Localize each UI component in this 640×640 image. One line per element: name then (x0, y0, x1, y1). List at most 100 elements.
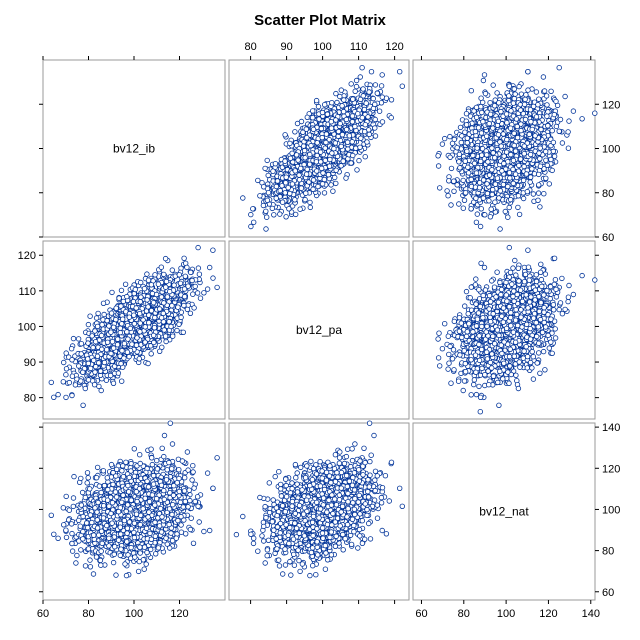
data-point (437, 185, 443, 191)
data-point (298, 185, 305, 191)
data-point (357, 96, 364, 103)
data-point (488, 206, 494, 212)
data-point (302, 196, 308, 203)
data-point (570, 108, 577, 114)
scatter-points (48, 64, 598, 579)
panel-frames (42, 59, 596, 601)
data-point (332, 140, 339, 146)
data-point (556, 64, 562, 71)
data-point (322, 101, 328, 108)
data-point (505, 214, 511, 220)
data-point (303, 190, 309, 196)
data-point (579, 116, 585, 122)
data-point (327, 156, 333, 163)
data-point (379, 72, 385, 78)
data-point (319, 181, 326, 187)
data-point (435, 153, 441, 159)
data-point (502, 208, 508, 215)
panel-bv12_ib-vs-bv12_ib (42, 59, 226, 238)
data-point (348, 160, 354, 166)
data-point (388, 97, 395, 103)
panel-bv12_pa-vs-bv12_pa (228, 240, 410, 420)
data-point (592, 110, 598, 116)
data-point (468, 87, 474, 94)
data-point (451, 178, 457, 184)
data-point (326, 163, 333, 169)
data-point (370, 95, 376, 102)
data-point (300, 129, 306, 135)
data-point (287, 140, 293, 147)
data-point (329, 150, 335, 156)
data-point (344, 139, 351, 145)
data-point (301, 147, 308, 154)
data-point (282, 132, 288, 138)
data-point (260, 202, 267, 209)
data-point (521, 101, 528, 108)
data-point (240, 195, 246, 201)
data-point (330, 188, 336, 194)
data-point (348, 81, 354, 87)
data-point (338, 143, 344, 150)
data-point (307, 161, 313, 167)
data-point (359, 114, 365, 121)
data-point (273, 183, 280, 190)
data-point (304, 134, 310, 141)
data-point (292, 197, 298, 203)
data-point (310, 108, 316, 114)
data-point (321, 176, 327, 183)
data-point (516, 83, 522, 90)
data-point (358, 135, 364, 141)
data-point (310, 126, 317, 133)
data-point (507, 196, 514, 203)
data-point (465, 170, 472, 176)
data-point (506, 97, 512, 104)
data-point (286, 206, 292, 212)
data-point (565, 145, 572, 151)
data-point (525, 68, 531, 75)
data-point (343, 126, 350, 133)
data-point (285, 184, 291, 191)
data-point (339, 131, 346, 138)
data-point (262, 165, 268, 172)
data-point (537, 156, 543, 162)
data-point (533, 89, 540, 95)
data-point (343, 175, 349, 181)
data-point (492, 181, 499, 187)
data-point (545, 109, 551, 115)
data-point (332, 174, 338, 181)
data-point (349, 113, 356, 119)
data-point (357, 144, 363, 150)
data-point (388, 114, 394, 121)
data-point (364, 139, 370, 145)
data-point (270, 168, 276, 174)
data-point (277, 187, 283, 194)
data-point (512, 91, 518, 97)
data-point (537, 204, 543, 210)
data-point (269, 205, 275, 212)
data-point (263, 226, 269, 232)
data-point (562, 93, 568, 100)
data-point (464, 148, 470, 154)
data-point (514, 134, 521, 141)
data-point (397, 68, 403, 75)
data-point (454, 182, 460, 188)
data-point (248, 211, 254, 218)
data-point (473, 114, 480, 121)
data-point (328, 182, 334, 188)
data-point (362, 121, 368, 128)
data-point (283, 180, 289, 186)
data-point (435, 163, 442, 169)
data-point (494, 90, 500, 96)
data-point (549, 127, 555, 134)
data-point (353, 77, 360, 84)
data-point (482, 90, 489, 97)
data-point (329, 99, 335, 106)
data-point (333, 167, 339, 173)
data-point (298, 165, 304, 172)
data-point (448, 165, 455, 172)
data-point (544, 113, 550, 119)
data-point (511, 86, 517, 92)
data-point (320, 170, 326, 176)
